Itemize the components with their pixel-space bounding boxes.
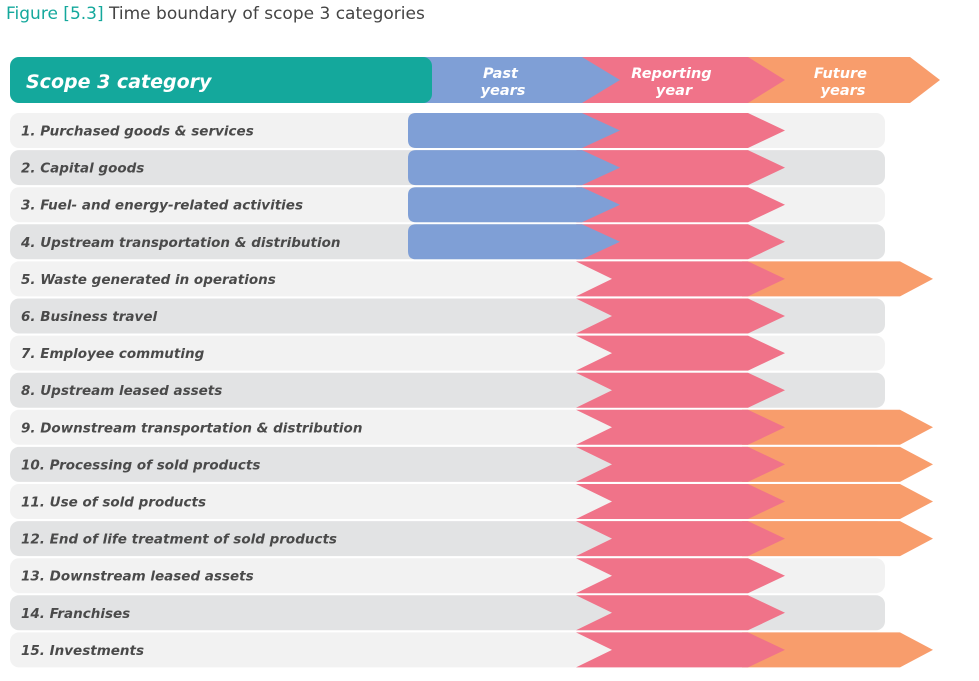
header-row: Scope 3 category Past years Reporting ye…	[10, 57, 940, 103]
category-row: 1. Purchased goods & services	[10, 113, 885, 148]
row-label: 11. Use of sold products	[21, 495, 206, 511]
past-years-arrow	[408, 187, 620, 223]
header-past-label: Past years	[481, 66, 526, 99]
reporting-year-arrow	[576, 521, 785, 557]
future-years-arrow	[742, 446, 933, 482]
header-category-label: Scope 3 category	[26, 71, 213, 93]
reporting-year-arrow	[576, 372, 785, 408]
header-reporting-label: Reporting year	[631, 66, 716, 99]
category-row: 14. Franchises	[10, 595, 885, 631]
category-row: 11. Use of sold products	[10, 484, 933, 519]
row-label: 14. Franchises	[21, 606, 130, 622]
category-row: 6. Business travel	[10, 298, 885, 334]
future-years-arrow	[742, 261, 933, 297]
reporting-year-arrow	[576, 409, 785, 445]
row-label: 8. Upstream leased assets	[21, 383, 222, 399]
header-past-arrow	[408, 57, 620, 103]
reporting-year-arrow	[576, 558, 785, 594]
reporting-year-arrow	[576, 224, 785, 260]
category-row: 12. End of life treatment of sold produc…	[10, 521, 933, 557]
row-label: 5. Waste generated in operations	[21, 272, 276, 288]
future-years-arrow	[742, 521, 933, 557]
row-label: 12. End of life treatment of sold produc…	[21, 532, 337, 548]
reporting-year-arrow	[576, 261, 785, 297]
row-label: 4. Upstream transportation & distributio…	[20, 235, 341, 251]
header-future-arrow	[742, 57, 940, 103]
header-reporting-arrow	[576, 57, 785, 103]
category-row: 8. Upstream leased assets	[10, 372, 885, 408]
category-row: 15. Investments	[10, 632, 933, 668]
category-row: 9. Downstream transportation & distribut…	[10, 409, 933, 445]
reporting-year-arrow	[576, 113, 785, 148]
past-years-arrow	[408, 113, 620, 148]
reporting-year-arrow	[576, 150, 785, 186]
future-years-arrow	[742, 632, 933, 668]
category-row: 7. Employee commuting	[10, 335, 885, 371]
row-label: 3. Fuel- and energy-related activities	[21, 198, 303, 214]
row-label: 6. Business travel	[21, 309, 157, 325]
row-label: 2. Capital goods	[21, 161, 144, 177]
row-label: 15. Investments	[21, 643, 144, 659]
reporting-year-arrow	[576, 484, 785, 519]
row-label: 10. Processing of sold products	[21, 457, 260, 473]
figure-number: Figure [5.3]	[6, 4, 104, 24]
reporting-year-arrow	[576, 335, 785, 371]
category-row: 4. Upstream transportation & distributio…	[10, 224, 885, 260]
row-label: 9. Downstream transportation & distribut…	[21, 420, 362, 436]
category-row: 5. Waste generated in operations	[10, 261, 933, 297]
past-years-arrow	[408, 224, 620, 260]
figure-caption: Time boundary of scope 3 categories	[109, 4, 425, 24]
reporting-year-arrow	[576, 446, 785, 482]
category-rows: 1. Purchased goods & services 2. Capital …	[10, 113, 933, 668]
reporting-year-arrow	[576, 298, 785, 334]
row-label: 7. Employee commuting	[21, 346, 205, 362]
figure-title: Figure [5.3] Time boundary of scope 3 ca…	[6, 4, 425, 24]
reporting-year-arrow	[576, 632, 785, 668]
category-row: 13. Downstream leased assets	[10, 558, 885, 594]
reporting-year-arrow	[576, 187, 785, 223]
row-label: 13. Downstream leased assets	[21, 569, 254, 585]
reporting-year-arrow	[576, 595, 785, 631]
past-years-arrow	[408, 150, 620, 186]
header-category-bar	[10, 57, 432, 103]
future-years-arrow	[742, 409, 933, 445]
row-label: 1. Purchased goods & services	[21, 124, 254, 140]
category-row: 3. Fuel- and energy-related activities	[10, 187, 885, 223]
category-row: 2. Capital goods	[10, 150, 885, 186]
category-row: 10. Processing of sold products	[10, 446, 933, 482]
future-years-arrow	[742, 484, 933, 519]
header-future-label: Future years	[814, 66, 872, 99]
